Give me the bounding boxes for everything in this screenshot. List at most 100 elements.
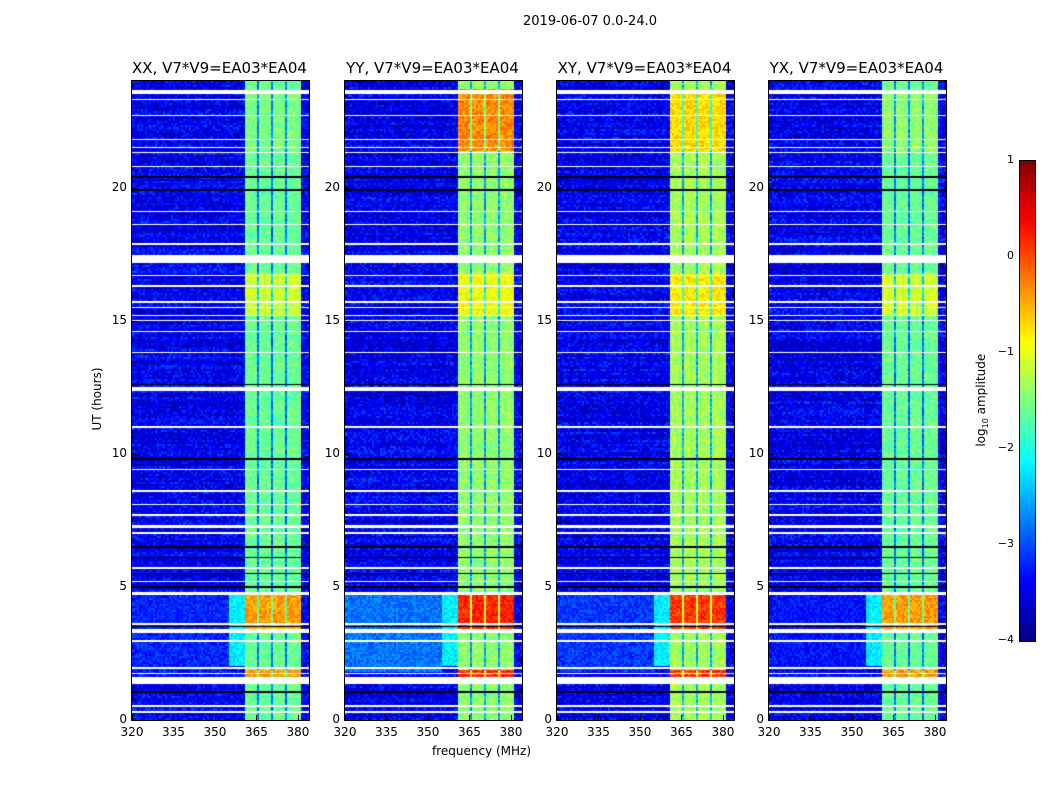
y-tick-mark bbox=[345, 187, 350, 189]
x-tick-mark bbox=[427, 715, 429, 720]
y-tick-mark bbox=[132, 586, 137, 588]
panel-title: XY, V7*V9=EA03*EA04 bbox=[557, 59, 732, 77]
spectrogram-panel bbox=[556, 80, 735, 721]
x-tick-mark bbox=[934, 715, 936, 720]
y-tick-label: 20 bbox=[111, 179, 127, 194]
x-tick-label: 380 bbox=[711, 725, 735, 739]
x-tick-label: 350 bbox=[840, 725, 864, 739]
panel-title: YY, V7*V9=EA03*EA04 bbox=[346, 59, 519, 77]
y-tick-mark bbox=[132, 187, 137, 189]
y-tick-label: 0 bbox=[119, 712, 127, 726]
spectrogram-panel bbox=[768, 80, 947, 721]
x-tick-label: 380 bbox=[286, 725, 310, 739]
colorbar-tick-label: −2 bbox=[997, 441, 1014, 454]
y-tick-mark bbox=[769, 187, 774, 189]
panel-title: XX, V7*V9=EA03*EA04 bbox=[132, 59, 307, 77]
x-tick-label: 350 bbox=[416, 725, 440, 739]
colorbar bbox=[1019, 160, 1036, 642]
x-tick-mark bbox=[214, 715, 216, 720]
x-tick-mark bbox=[297, 715, 299, 720]
y-tick-label: 0 bbox=[756, 712, 764, 726]
y-tick-label: 0 bbox=[544, 712, 552, 726]
y-tick-label: 10 bbox=[111, 445, 127, 460]
x-tick-mark bbox=[598, 715, 600, 720]
x-tick-label: 320 bbox=[545, 725, 569, 739]
x-tick-mark bbox=[510, 715, 512, 720]
y-tick-label: 15 bbox=[748, 312, 764, 327]
spectrogram-panel bbox=[344, 80, 523, 721]
x-tick-label: 350 bbox=[628, 725, 652, 739]
x-tick-label: 320 bbox=[757, 725, 781, 739]
y-tick-label: 15 bbox=[111, 312, 127, 327]
y-tick-mark bbox=[557, 320, 562, 322]
y-tick-mark bbox=[557, 586, 562, 588]
x-tick-mark bbox=[173, 715, 175, 720]
x-tick-label: 380 bbox=[499, 725, 523, 739]
y-tick-label: 0 bbox=[332, 712, 340, 726]
x-tick-mark bbox=[256, 715, 258, 720]
y-tick-label: 5 bbox=[119, 578, 127, 593]
y-tick-mark bbox=[345, 453, 350, 455]
y-tick-label: 15 bbox=[536, 312, 552, 327]
x-tick-label: 335 bbox=[587, 725, 610, 739]
y-tick-mark bbox=[132, 320, 137, 322]
x-tick-label: 365 bbox=[670, 725, 693, 739]
x-tick-mark bbox=[851, 715, 853, 720]
y-tick-mark bbox=[769, 320, 774, 322]
y-tick-mark bbox=[345, 720, 350, 721]
x-tick-label: 350 bbox=[203, 725, 227, 739]
y-tick-label: 15 bbox=[324, 312, 340, 327]
y-tick-label: 5 bbox=[544, 578, 552, 593]
y-tick-mark bbox=[769, 720, 774, 721]
x-tick-mark bbox=[769, 715, 770, 720]
x-tick-label: 365 bbox=[882, 725, 905, 739]
colorbar-tick-label: −3 bbox=[997, 537, 1014, 550]
x-axis-label: frequency (MHz) bbox=[432, 744, 532, 758]
x-tick-mark bbox=[469, 715, 471, 720]
x-tick-mark bbox=[132, 715, 133, 720]
y-tick-label: 20 bbox=[536, 179, 552, 194]
x-tick-label: 335 bbox=[375, 725, 398, 739]
x-tick-mark bbox=[722, 715, 724, 720]
y-tick-label: 5 bbox=[756, 578, 764, 593]
colorbar-label: log10 amplitude bbox=[973, 353, 991, 447]
x-tick-label: 320 bbox=[333, 725, 357, 739]
y-axis-label: UT (hours) bbox=[90, 367, 104, 431]
colorbar-tick-label: 0 bbox=[1007, 249, 1014, 262]
x-tick-mark bbox=[681, 715, 683, 720]
panel-title: YX, V7*V9=EA03*EA04 bbox=[769, 59, 944, 77]
y-tick-mark bbox=[132, 720, 137, 721]
y-tick-mark bbox=[557, 453, 562, 455]
x-tick-label: 335 bbox=[799, 725, 822, 739]
y-tick-mark bbox=[557, 720, 562, 721]
y-tick-mark bbox=[557, 187, 562, 189]
y-tick-mark bbox=[345, 320, 350, 322]
x-tick-mark bbox=[345, 715, 346, 720]
y-tick-mark bbox=[769, 453, 774, 455]
x-tick-label: 380 bbox=[923, 725, 947, 739]
y-tick-label: 10 bbox=[536, 445, 552, 460]
y-tick-mark bbox=[345, 586, 350, 588]
y-tick-label: 20 bbox=[324, 179, 340, 194]
y-tick-mark bbox=[769, 586, 774, 588]
y-tick-mark bbox=[132, 453, 137, 455]
x-tick-label: 335 bbox=[162, 725, 185, 739]
spectrogram-panel bbox=[131, 80, 310, 721]
x-tick-label: 320 bbox=[120, 725, 144, 739]
x-tick-mark bbox=[386, 715, 388, 720]
x-tick-mark bbox=[810, 715, 812, 720]
figure-suptitle: 2019-06-07 0.0-24.0 bbox=[523, 14, 657, 29]
x-tick-mark bbox=[893, 715, 895, 720]
x-tick-mark bbox=[639, 715, 641, 720]
y-tick-label: 20 bbox=[748, 179, 764, 194]
x-tick-mark bbox=[557, 715, 558, 720]
colorbar-tick-label: −4 bbox=[997, 633, 1014, 646]
colorbar-tick-label: 1 bbox=[1007, 153, 1014, 166]
colorbar-tick-label: −1 bbox=[997, 345, 1014, 358]
x-tick-label: 365 bbox=[245, 725, 268, 739]
y-tick-label: 10 bbox=[324, 445, 340, 460]
x-tick-label: 365 bbox=[458, 725, 481, 739]
y-tick-label: 5 bbox=[332, 578, 340, 593]
y-tick-label: 10 bbox=[748, 445, 764, 460]
